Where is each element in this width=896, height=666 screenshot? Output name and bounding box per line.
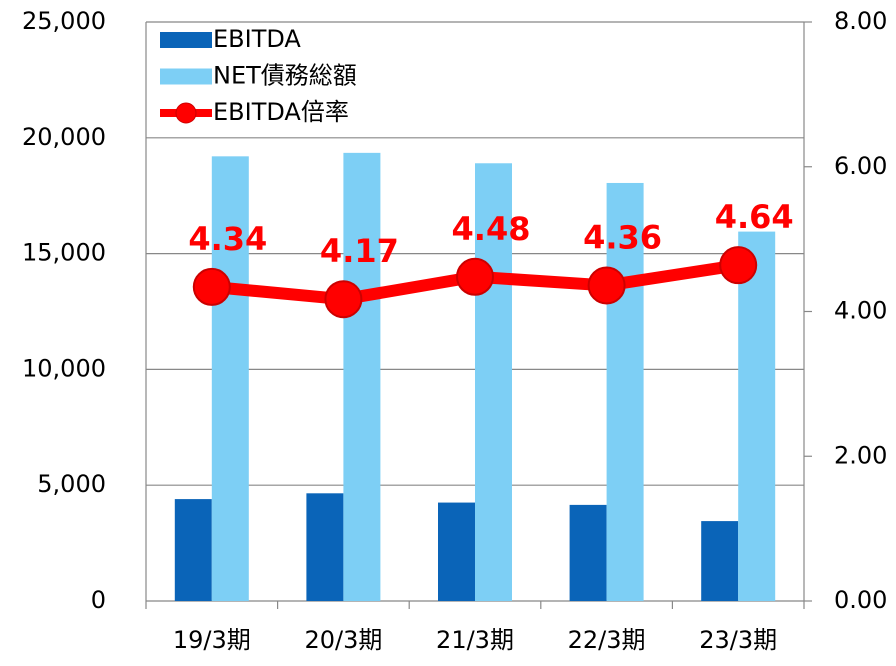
legend-swatch: [160, 68, 212, 85]
bar: [211, 156, 249, 601]
data-label: 4.36: [583, 218, 662, 256]
bar: [174, 499, 212, 601]
data-label: 4.17: [320, 232, 399, 270]
point: [587, 266, 626, 305]
bar: [306, 493, 344, 601]
x-tick-label: 21/3期: [436, 626, 514, 654]
point: [456, 257, 494, 296]
x-tick-label: 23/3期: [699, 626, 777, 654]
bar: [738, 231, 776, 601]
y-tick-label: 15,000: [22, 239, 106, 267]
y2-tick-label: 4.00: [834, 297, 887, 325]
x-tick-label: 20/3期: [304, 626, 382, 654]
legend-swatch: [175, 102, 197, 124]
point: [324, 280, 363, 319]
bar: [569, 504, 607, 601]
legend-label: NET債務総額: [213, 62, 357, 90]
data-label: 4.34: [188, 220, 267, 258]
y2-tick-label: 6.00: [834, 152, 887, 180]
y2-tick-label: 0.00: [834, 586, 887, 614]
point: [719, 246, 758, 285]
bar: [475, 163, 512, 601]
y-tick-label: 25,000: [22, 7, 106, 35]
y-tick-label: 5,000: [37, 470, 106, 498]
point: [192, 267, 231, 306]
bar: [343, 152, 381, 601]
data-label: 4.64: [715, 198, 794, 236]
legend-label: EBITDA: [213, 25, 301, 53]
x-tick-label: 22/3期: [568, 626, 646, 654]
x-tick-label: 19/3期: [173, 626, 251, 654]
y2-tick-label: 2.00: [834, 441, 887, 469]
bar: [701, 521, 739, 601]
y-tick-label: 20,000: [22, 123, 106, 151]
y2-tick-label: 8.00: [834, 7, 887, 35]
data-label: 4.48: [452, 210, 531, 248]
y-tick-label: 0: [91, 586, 106, 614]
bar: [438, 502, 475, 601]
bar: [606, 182, 644, 601]
legend-swatch: [160, 32, 212, 48]
legend-label: EBITDA倍率: [213, 98, 349, 126]
y-tick-label: 10,000: [22, 354, 106, 382]
